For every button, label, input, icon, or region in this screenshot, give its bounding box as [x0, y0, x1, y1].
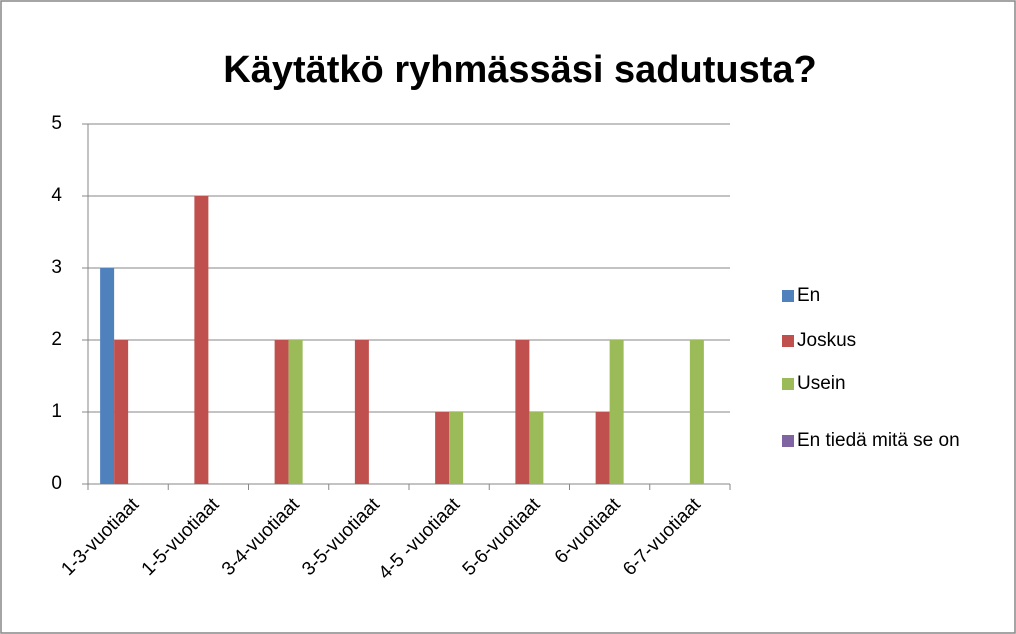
y-tick-label: 5 — [51, 113, 62, 134]
bar — [529, 412, 544, 484]
bar — [274, 340, 289, 484]
bar — [354, 340, 369, 484]
legend-swatch — [782, 335, 794, 347]
bar — [114, 340, 129, 484]
y-tick-label: 1 — [51, 401, 62, 422]
bar — [100, 268, 115, 484]
y-tick-label: 0 — [51, 473, 62, 494]
y-tick-label: 2 — [51, 329, 62, 350]
bar — [288, 340, 303, 484]
bar — [435, 412, 450, 484]
bar — [689, 340, 704, 484]
y-tick-label: 4 — [51, 185, 62, 206]
bar — [194, 196, 209, 484]
bar — [515, 340, 530, 484]
legend-swatch — [782, 378, 794, 390]
legend-swatch — [782, 290, 794, 302]
bar — [609, 340, 624, 484]
y-tick-label: 3 — [51, 257, 62, 278]
legend-label: Usein — [797, 373, 846, 394]
bar — [595, 412, 610, 484]
bar — [449, 412, 464, 484]
legend-label: En — [797, 285, 820, 306]
chart-title: Käytätkö ryhmässäsi sadutusta? — [223, 49, 816, 91]
legend-label: Joskus — [797, 330, 856, 351]
legend-label: En tiedä mitä se on — [797, 430, 960, 451]
legend-swatch — [782, 435, 794, 447]
